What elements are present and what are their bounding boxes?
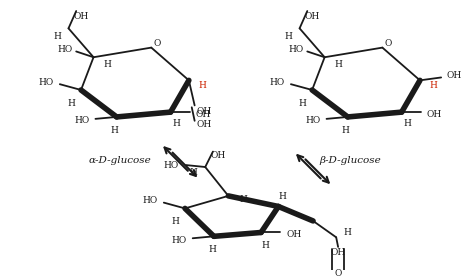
Text: OH: OH: [196, 110, 211, 119]
Text: β-D-glucose: β-D-glucose: [320, 156, 382, 165]
Text: H: H: [67, 99, 75, 108]
Text: HO: HO: [57, 45, 73, 54]
Text: H: H: [208, 245, 216, 254]
Text: HO: HO: [143, 196, 158, 205]
Text: HO: HO: [288, 45, 303, 54]
Text: OH: OH: [447, 71, 462, 80]
Text: OH: OH: [210, 151, 225, 160]
Text: HO: HO: [39, 78, 54, 87]
Text: H: H: [334, 61, 342, 69]
Text: H: H: [173, 119, 180, 128]
Text: OH: OH: [73, 12, 89, 21]
Text: H: H: [172, 217, 179, 226]
Text: H: H: [403, 119, 411, 128]
Text: H: H: [278, 192, 286, 201]
Text: OH: OH: [304, 12, 319, 21]
Text: H: H: [199, 81, 206, 90]
Text: HO: HO: [306, 116, 321, 125]
Text: H: H: [299, 99, 306, 108]
Text: OH: OH: [197, 120, 212, 129]
Text: OH: OH: [330, 248, 346, 257]
Text: HO: HO: [270, 78, 285, 87]
Text: H: H: [190, 168, 198, 177]
Text: H: H: [429, 81, 438, 90]
Text: H: H: [103, 61, 111, 69]
Text: H: H: [240, 195, 248, 204]
Text: HO: HO: [163, 161, 178, 170]
Text: H: H: [111, 126, 118, 135]
Text: OH: OH: [286, 230, 301, 239]
Text: H: H: [284, 32, 292, 40]
Text: O: O: [335, 270, 342, 278]
Text: H: H: [261, 241, 269, 251]
Text: O: O: [384, 39, 392, 48]
Text: α-D-glucose: α-D-glucose: [88, 156, 151, 165]
Text: OH: OH: [427, 110, 442, 119]
Text: HO: HO: [74, 116, 90, 125]
Text: H: H: [344, 228, 352, 237]
Text: OH: OH: [197, 107, 212, 116]
Text: H: H: [342, 126, 350, 135]
Text: O: O: [154, 39, 161, 48]
Text: HO: HO: [172, 236, 187, 245]
Text: H: H: [53, 32, 61, 40]
